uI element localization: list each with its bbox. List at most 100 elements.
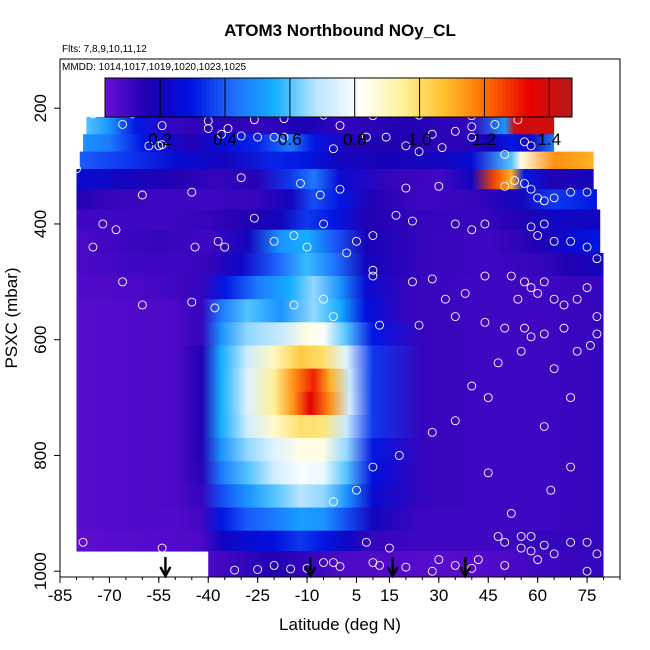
observation-point	[559, 323, 569, 333]
observation-point	[157, 140, 167, 150]
colorbar-swatch	[365, 78, 371, 117]
observation-point	[546, 485, 556, 495]
observation-point	[118, 277, 128, 287]
observation-point	[157, 121, 167, 131]
observation-point	[467, 563, 477, 573]
observation-point	[269, 236, 279, 246]
observation-point	[533, 555, 543, 565]
colorbar-swatch	[124, 78, 129, 117]
observation-point	[296, 178, 305, 188]
observation-point	[493, 532, 503, 541]
observation-point	[566, 393, 576, 403]
colorbar-swatch	[147, 78, 153, 117]
colorbar-swatch	[521, 78, 526, 117]
colorbar-swatch	[381, 78, 386, 117]
observation-point	[520, 137, 529, 147]
colorbar-swatch	[178, 78, 184, 117]
x-tick-label: 45	[479, 586, 498, 605]
observation-point	[269, 132, 279, 142]
heatmap-band	[208, 550, 604, 577]
observation-point	[549, 294, 559, 304]
observation-point	[137, 300, 147, 310]
observation-point	[319, 219, 328, 229]
observation-point	[520, 178, 529, 188]
colorbar-tick-label: 1.2	[473, 130, 497, 149]
colorbar-swatch	[443, 78, 448, 117]
colorbar-swatch	[330, 78, 336, 117]
observation-point	[203, 124, 213, 133]
y-tick-label: 1000	[31, 552, 50, 590]
colorbar-swatch	[315, 78, 320, 117]
observation-point	[592, 312, 602, 322]
observation-point	[434, 181, 444, 191]
observation-point	[118, 119, 128, 129]
observation-point	[187, 187, 197, 197]
heatmap-band	[86, 116, 555, 135]
observation-point	[559, 300, 569, 310]
observation-point	[566, 187, 576, 197]
observation-point	[467, 225, 477, 235]
observation-point	[467, 381, 477, 391]
colorbar-swatch	[338, 78, 343, 117]
observation-point	[460, 288, 470, 298]
observation-point	[585, 341, 595, 350]
colorbar-swatch	[439, 78, 445, 117]
colorbar-swatch	[556, 78, 561, 117]
observation-point	[520, 277, 529, 287]
observation-point	[450, 416, 460, 426]
observation-point	[526, 332, 536, 342]
colorbar-swatch	[486, 78, 491, 117]
observation-point	[526, 546, 536, 556]
colorbar-swatch	[342, 78, 347, 117]
observation-point	[361, 537, 371, 547]
observation-point	[352, 236, 361, 246]
heatmap-band	[76, 530, 604, 552]
observation-point	[384, 543, 394, 553]
observation-point	[361, 132, 371, 142]
observation-point	[427, 427, 437, 437]
colorbar-swatch	[568, 78, 573, 117]
observation-point	[368, 462, 378, 472]
heatmap-band	[76, 299, 604, 323]
observation-point	[539, 219, 549, 229]
observation-point	[427, 274, 437, 284]
latitude-arrow	[459, 557, 472, 579]
observation-point	[190, 242, 200, 252]
observation-point	[302, 242, 312, 252]
observation-point	[220, 242, 230, 252]
colorbar-swatch	[369, 78, 375, 117]
observation-point	[427, 566, 437, 576]
colorbar-swatch	[400, 78, 406, 117]
observation-point	[335, 121, 345, 131]
observation-point	[566, 462, 576, 472]
colorbar-swatch	[159, 78, 164, 117]
latitude-arrow	[159, 557, 172, 579]
observation-point	[592, 254, 602, 264]
x-tick-label: 15	[380, 586, 399, 605]
observation-point	[289, 231, 299, 240]
observation-point	[236, 173, 246, 183]
observation-point	[427, 129, 437, 139]
observation-point	[549, 236, 559, 246]
observation-point	[210, 303, 220, 313]
observation-point	[286, 564, 296, 574]
x-tick-label: -70	[97, 586, 122, 605]
x-axis: -85 -70 -55 -40 -25 -10 5 15 30 45 60 75	[48, 577, 621, 605]
observation-point	[572, 346, 582, 356]
colorbar-swatch	[225, 78, 231, 117]
colorbar-swatch	[284, 78, 289, 117]
colorbar-swatch	[334, 78, 339, 117]
x-tick-label: 5	[352, 586, 361, 605]
observation-point	[520, 323, 529, 333]
heatmap-band	[76, 484, 604, 509]
colorbar-swatch	[498, 78, 503, 117]
colorbar-swatch	[116, 78, 122, 117]
heatmap-band	[76, 252, 604, 277]
heatmap-band	[76, 322, 604, 347]
heatmap-band	[76, 276, 604, 300]
colorbar-swatch	[396, 78, 402, 117]
observation-point	[539, 277, 549, 287]
observation-point	[526, 222, 536, 232]
colorbar-swatch	[108, 78, 114, 117]
colorbar-swatch	[163, 78, 168, 117]
